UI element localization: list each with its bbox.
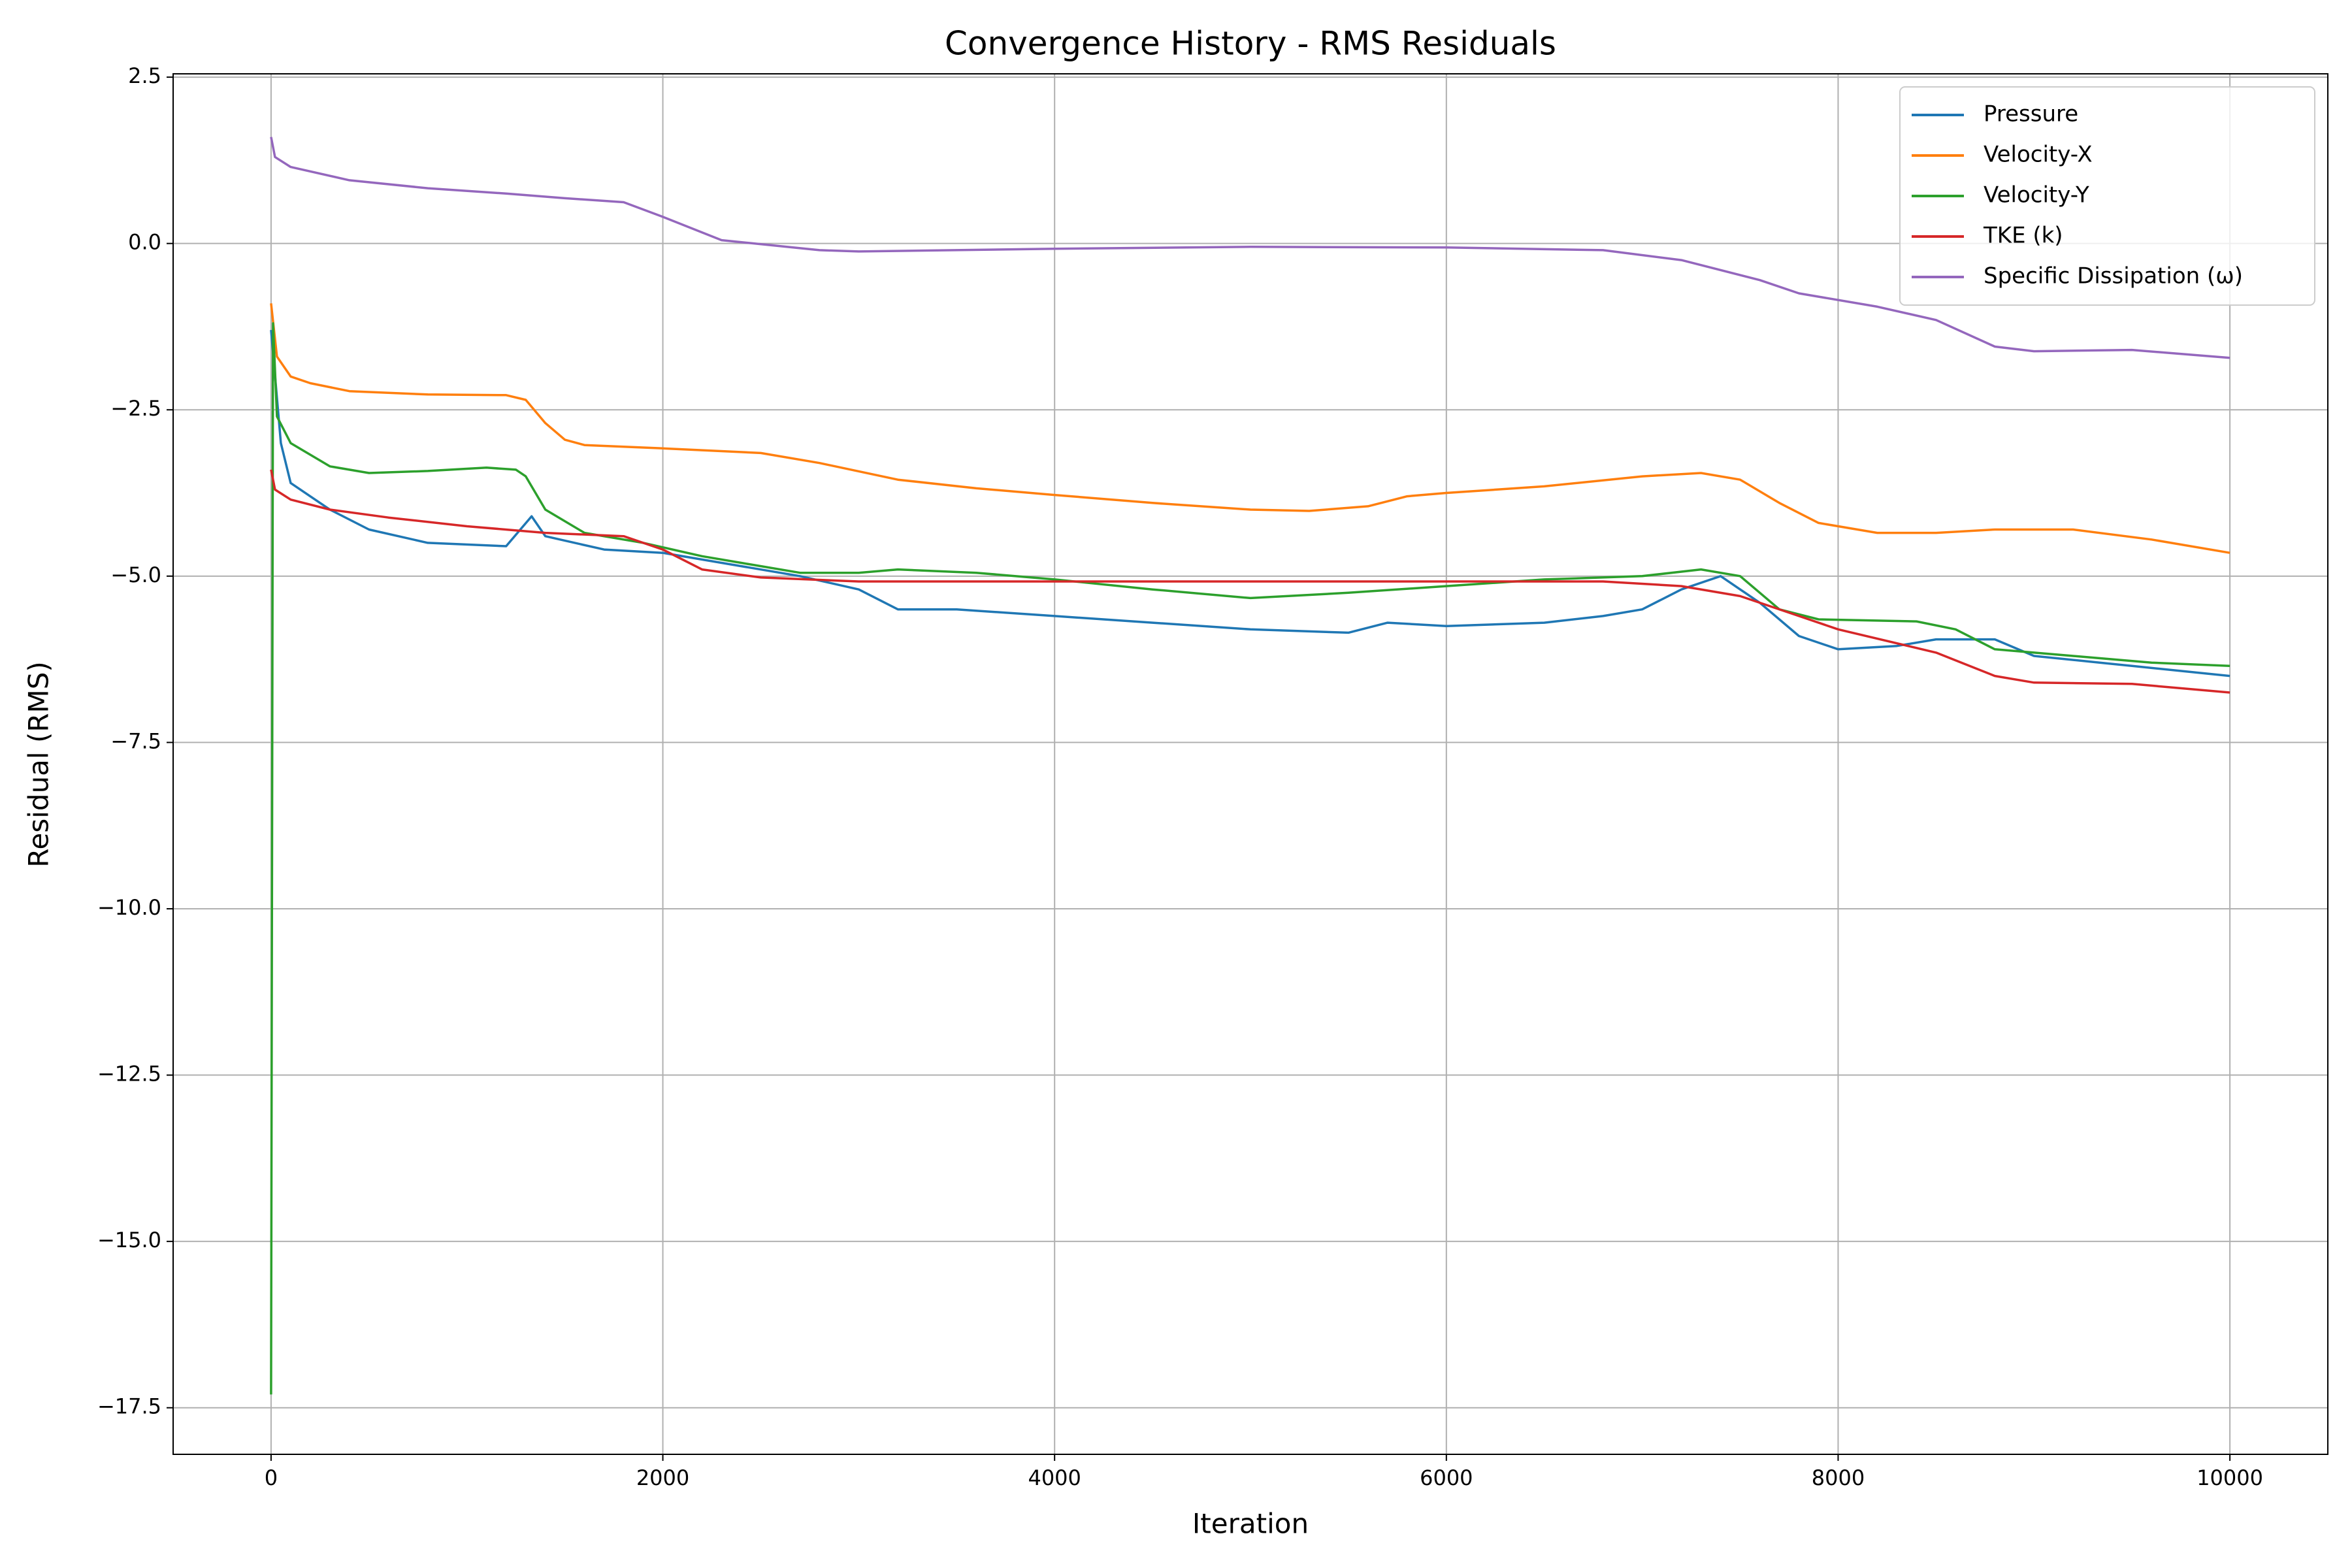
series-line [270, 329, 2230, 678]
x-tick-label: 10000 [2197, 1465, 2263, 1490]
legend-label: Velocity-Y [1984, 182, 2089, 208]
y-axis-label: Residual (RMS) [23, 661, 55, 868]
y-tick-label: 0.0 [128, 230, 161, 255]
y-tick-label: −10.0 [97, 895, 161, 920]
series-line [270, 322, 2230, 1395]
legend: Pressure Velocity-X Velocity-Y TKE (k) Speci… [1899, 86, 2315, 306]
x-tick-label: 6000 [1420, 1465, 1473, 1490]
series-line [270, 303, 2230, 554]
y-tick-label: −12.5 [97, 1062, 161, 1086]
series-line [270, 469, 2230, 694]
legend-label: Pressure [1984, 101, 2078, 127]
y-tick-label: −7.5 [110, 728, 161, 753]
chart-title: Convergence History - RMS Residuals [945, 25, 1556, 63]
x-tick-label: 2000 [636, 1465, 689, 1490]
y-tick-label: −2.5 [110, 396, 161, 421]
x-axis-label: Iteration [1192, 1508, 1309, 1540]
y-tick-label: 2.5 [128, 63, 161, 88]
y-tick-label: −5.0 [110, 563, 161, 587]
legend-label: Velocity-X [1984, 142, 2093, 168]
legend-box [1899, 86, 2315, 306]
y-tick-label: −17.5 [97, 1394, 161, 1419]
x-tick-label: 0 [265, 1465, 278, 1490]
legend-label: Specific Dissipation (ω) [1984, 263, 2243, 289]
x-tick-label: 4000 [1028, 1465, 1081, 1490]
y-tick-label: −15.0 [97, 1228, 161, 1252]
plot-frame [172, 73, 2328, 1455]
series-line [270, 137, 2230, 359]
x-tick-label: 8000 [1812, 1465, 1865, 1490]
legend-label: TKE (k) [1983, 223, 2063, 249]
